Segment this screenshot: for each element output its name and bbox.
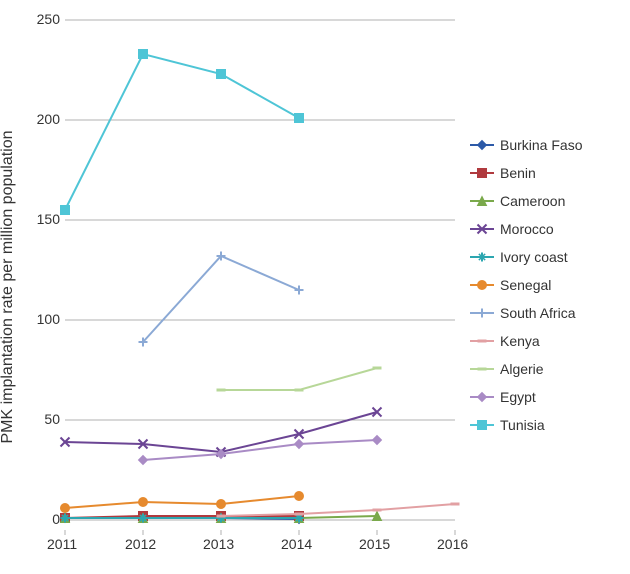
- plot-area: [65, 20, 455, 530]
- legend-label: Algerie: [500, 361, 544, 377]
- legend-label: Cameroon: [500, 193, 565, 209]
- legend-marker-dash-icon: [470, 363, 494, 375]
- y-axis-label: PMK implantation rate per million popula…: [0, 130, 17, 443]
- legend-label: Morocco: [500, 221, 554, 237]
- legend-item: Senegal: [470, 275, 582, 295]
- x-tick-label: 2016: [437, 536, 468, 552]
- legend-marker-plus-icon: [470, 307, 494, 319]
- legend-item: Morocco: [470, 219, 582, 239]
- y-tick-label: 100: [37, 311, 60, 327]
- y-tick-label: 250: [37, 11, 60, 27]
- legend-marker-triangle-icon: [470, 195, 494, 207]
- legend-label: Senegal: [500, 277, 551, 293]
- legend: Burkina Faso Benin Cameroon Morocco Ivory co…: [470, 135, 582, 443]
- legend-item: Burkina Faso: [470, 135, 582, 155]
- x-tick-label: 2011: [47, 536, 77, 552]
- x-tick-label: 2014: [281, 536, 312, 552]
- legend-label: Ivory coast: [500, 249, 568, 265]
- legend-label: Kenya: [500, 333, 540, 349]
- legend-item: Cameroon: [470, 191, 582, 211]
- legend-marker-diamond-icon: [470, 391, 494, 403]
- legend-marker-diamond-icon: [470, 139, 494, 151]
- legend-item: Benin: [470, 163, 582, 183]
- legend-marker-star-icon: [470, 251, 494, 263]
- legend-marker-square-icon: [470, 419, 494, 431]
- legend-item: Tunisia: [470, 415, 582, 435]
- legend-item: South Africa: [470, 303, 582, 323]
- legend-label: Benin: [500, 165, 536, 181]
- legend-label: Burkina Faso: [500, 137, 582, 153]
- legend-marker-square-icon: [470, 167, 494, 179]
- x-tick-label: 2012: [125, 536, 156, 552]
- legend-label: Egypt: [500, 389, 536, 405]
- y-tick-label: 150: [37, 211, 60, 227]
- legend-item: Kenya: [470, 331, 582, 351]
- legend-label: Tunisia: [500, 417, 545, 433]
- y-tick-label: 0: [52, 511, 60, 527]
- legend-marker-dash-icon: [470, 335, 494, 347]
- x-tick-label: 2013: [203, 536, 234, 552]
- y-tick-label: 50: [44, 411, 60, 427]
- legend-marker-x-icon: [470, 223, 494, 235]
- x-tick-label: 2015: [359, 536, 390, 552]
- chart-container: PMK implantation rate per million popula…: [0, 0, 630, 574]
- legend-item: Ivory coast: [470, 247, 582, 267]
- legend-label: South Africa: [500, 305, 576, 321]
- legend-item: Algerie: [470, 359, 582, 379]
- legend-marker-circle-icon: [470, 279, 494, 291]
- y-tick-label: 200: [37, 111, 60, 127]
- legend-item: Egypt: [470, 387, 582, 407]
